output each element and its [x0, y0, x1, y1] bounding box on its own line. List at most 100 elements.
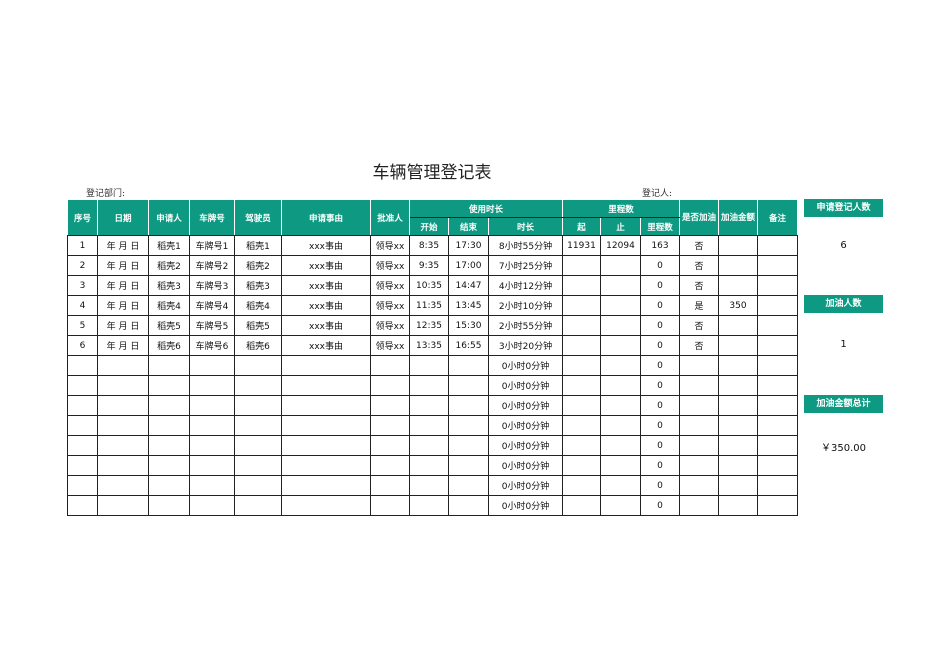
cell-amount[interactable]: [718, 395, 758, 416]
cell-refuel[interactable]: 是: [679, 295, 719, 316]
cell-duration[interactable]: 0小时0分钟: [488, 455, 563, 476]
cell-start[interactable]: [409, 475, 449, 496]
cell-approver[interactable]: [370, 435, 410, 456]
cell-remark[interactable]: [757, 335, 798, 356]
cell-from[interactable]: [562, 255, 601, 276]
cell-approver[interactable]: [370, 475, 410, 496]
cell-duration[interactable]: 0小时0分钟: [488, 395, 563, 416]
cell-reason[interactable]: xxx事由: [281, 235, 371, 256]
cell-distance[interactable]: 0: [640, 335, 680, 356]
cell-applicant[interactable]: 稻壳4: [148, 295, 190, 316]
cell-to[interactable]: [600, 415, 641, 436]
cell-plate[interactable]: 车牌号2: [189, 255, 235, 276]
cell-end[interactable]: [448, 355, 489, 376]
cell-refuel[interactable]: [679, 395, 719, 416]
cell-date[interactable]: [97, 415, 149, 436]
cell-applicant[interactable]: [148, 355, 190, 376]
cell-duration[interactable]: 3小时20分钟: [488, 335, 563, 356]
cell-date[interactable]: 年 月 日: [97, 255, 149, 276]
cell-remark[interactable]: [757, 235, 798, 256]
cell-to[interactable]: [600, 395, 641, 416]
cell-plate[interactable]: 车牌号5: [189, 315, 235, 336]
cell-distance[interactable]: 0: [640, 315, 680, 336]
cell-duration[interactable]: 4小时12分钟: [488, 275, 563, 296]
cell-applicant[interactable]: 稻壳1: [148, 235, 190, 256]
cell-plate[interactable]: [189, 435, 235, 456]
cell-amount[interactable]: [718, 355, 758, 376]
cell-date[interactable]: 年 月 日: [97, 295, 149, 316]
cell-seq[interactable]: [67, 375, 98, 396]
cell-from[interactable]: [562, 455, 601, 476]
cell-refuel[interactable]: [679, 415, 719, 436]
cell-applicant[interactable]: [148, 455, 190, 476]
cell-duration[interactable]: 0小时0分钟: [488, 475, 563, 496]
cell-start[interactable]: 9:35: [409, 255, 449, 276]
cell-plate[interactable]: [189, 475, 235, 496]
cell-approver[interactable]: 领导xx: [370, 255, 410, 276]
cell-to[interactable]: [600, 435, 641, 456]
cell-amount[interactable]: [718, 315, 758, 336]
cell-remark[interactable]: [757, 495, 798, 516]
cell-distance[interactable]: 0: [640, 255, 680, 276]
cell-date[interactable]: [97, 495, 149, 516]
cell-from[interactable]: [562, 475, 601, 496]
cell-refuel[interactable]: [679, 455, 719, 476]
cell-to[interactable]: [600, 475, 641, 496]
cell-applicant[interactable]: 稻壳5: [148, 315, 190, 336]
cell-amount[interactable]: [718, 375, 758, 396]
cell-driver[interactable]: 稻壳1: [234, 235, 282, 256]
cell-seq[interactable]: 2: [67, 255, 98, 276]
cell-approver[interactable]: [370, 455, 410, 476]
cell-duration[interactable]: 8小时55分钟: [488, 235, 563, 256]
cell-to[interactable]: [600, 455, 641, 476]
cell-seq[interactable]: [67, 475, 98, 496]
cell-refuel[interactable]: 否: [679, 335, 719, 356]
cell-applicant[interactable]: 稻壳3: [148, 275, 190, 296]
cell-approver[interactable]: [370, 395, 410, 416]
cell-start[interactable]: 12:35: [409, 315, 449, 336]
cell-to[interactable]: [600, 375, 641, 396]
cell-duration[interactable]: 2小时55分钟: [488, 315, 563, 336]
cell-amount[interactable]: 350: [718, 295, 758, 316]
cell-amount[interactable]: [718, 335, 758, 356]
cell-applicant[interactable]: [148, 415, 190, 436]
cell-end[interactable]: 14:47: [448, 275, 489, 296]
cell-start[interactable]: 11:35: [409, 295, 449, 316]
cell-seq[interactable]: [67, 495, 98, 516]
cell-seq[interactable]: [67, 415, 98, 436]
cell-distance[interactable]: 0: [640, 275, 680, 296]
cell-refuel[interactable]: [679, 475, 719, 496]
cell-seq[interactable]: [67, 435, 98, 456]
cell-remark[interactable]: [757, 315, 798, 336]
cell-driver[interactable]: [234, 395, 282, 416]
cell-end[interactable]: 15:30: [448, 315, 489, 336]
cell-date[interactable]: 年 月 日: [97, 275, 149, 296]
cell-remark[interactable]: [757, 435, 798, 456]
cell-end[interactable]: [448, 395, 489, 416]
cell-seq[interactable]: [67, 355, 98, 376]
cell-start[interactable]: [409, 355, 449, 376]
cell-end[interactable]: 16:55: [448, 335, 489, 356]
cell-approver[interactable]: 领导xx: [370, 315, 410, 336]
cell-distance[interactable]: 0: [640, 455, 680, 476]
cell-to[interactable]: [600, 335, 641, 356]
cell-approver[interactable]: 领导xx: [370, 295, 410, 316]
cell-applicant[interactable]: [148, 375, 190, 396]
cell-seq[interactable]: 1: [67, 235, 98, 256]
cell-amount[interactable]: [718, 235, 758, 256]
cell-refuel[interactable]: [679, 495, 719, 516]
cell-distance[interactable]: 0: [640, 375, 680, 396]
cell-from[interactable]: [562, 275, 601, 296]
cell-remark[interactable]: [757, 455, 798, 476]
cell-end[interactable]: [448, 475, 489, 496]
cell-duration[interactable]: 0小时0分钟: [488, 375, 563, 396]
cell-reason[interactable]: [281, 375, 371, 396]
cell-end[interactable]: [448, 455, 489, 476]
cell-refuel[interactable]: [679, 435, 719, 456]
cell-end[interactable]: 17:30: [448, 235, 489, 256]
cell-remark[interactable]: [757, 275, 798, 296]
cell-amount[interactable]: [718, 475, 758, 496]
cell-plate[interactable]: [189, 355, 235, 376]
cell-amount[interactable]: [718, 415, 758, 436]
cell-from[interactable]: [562, 415, 601, 436]
